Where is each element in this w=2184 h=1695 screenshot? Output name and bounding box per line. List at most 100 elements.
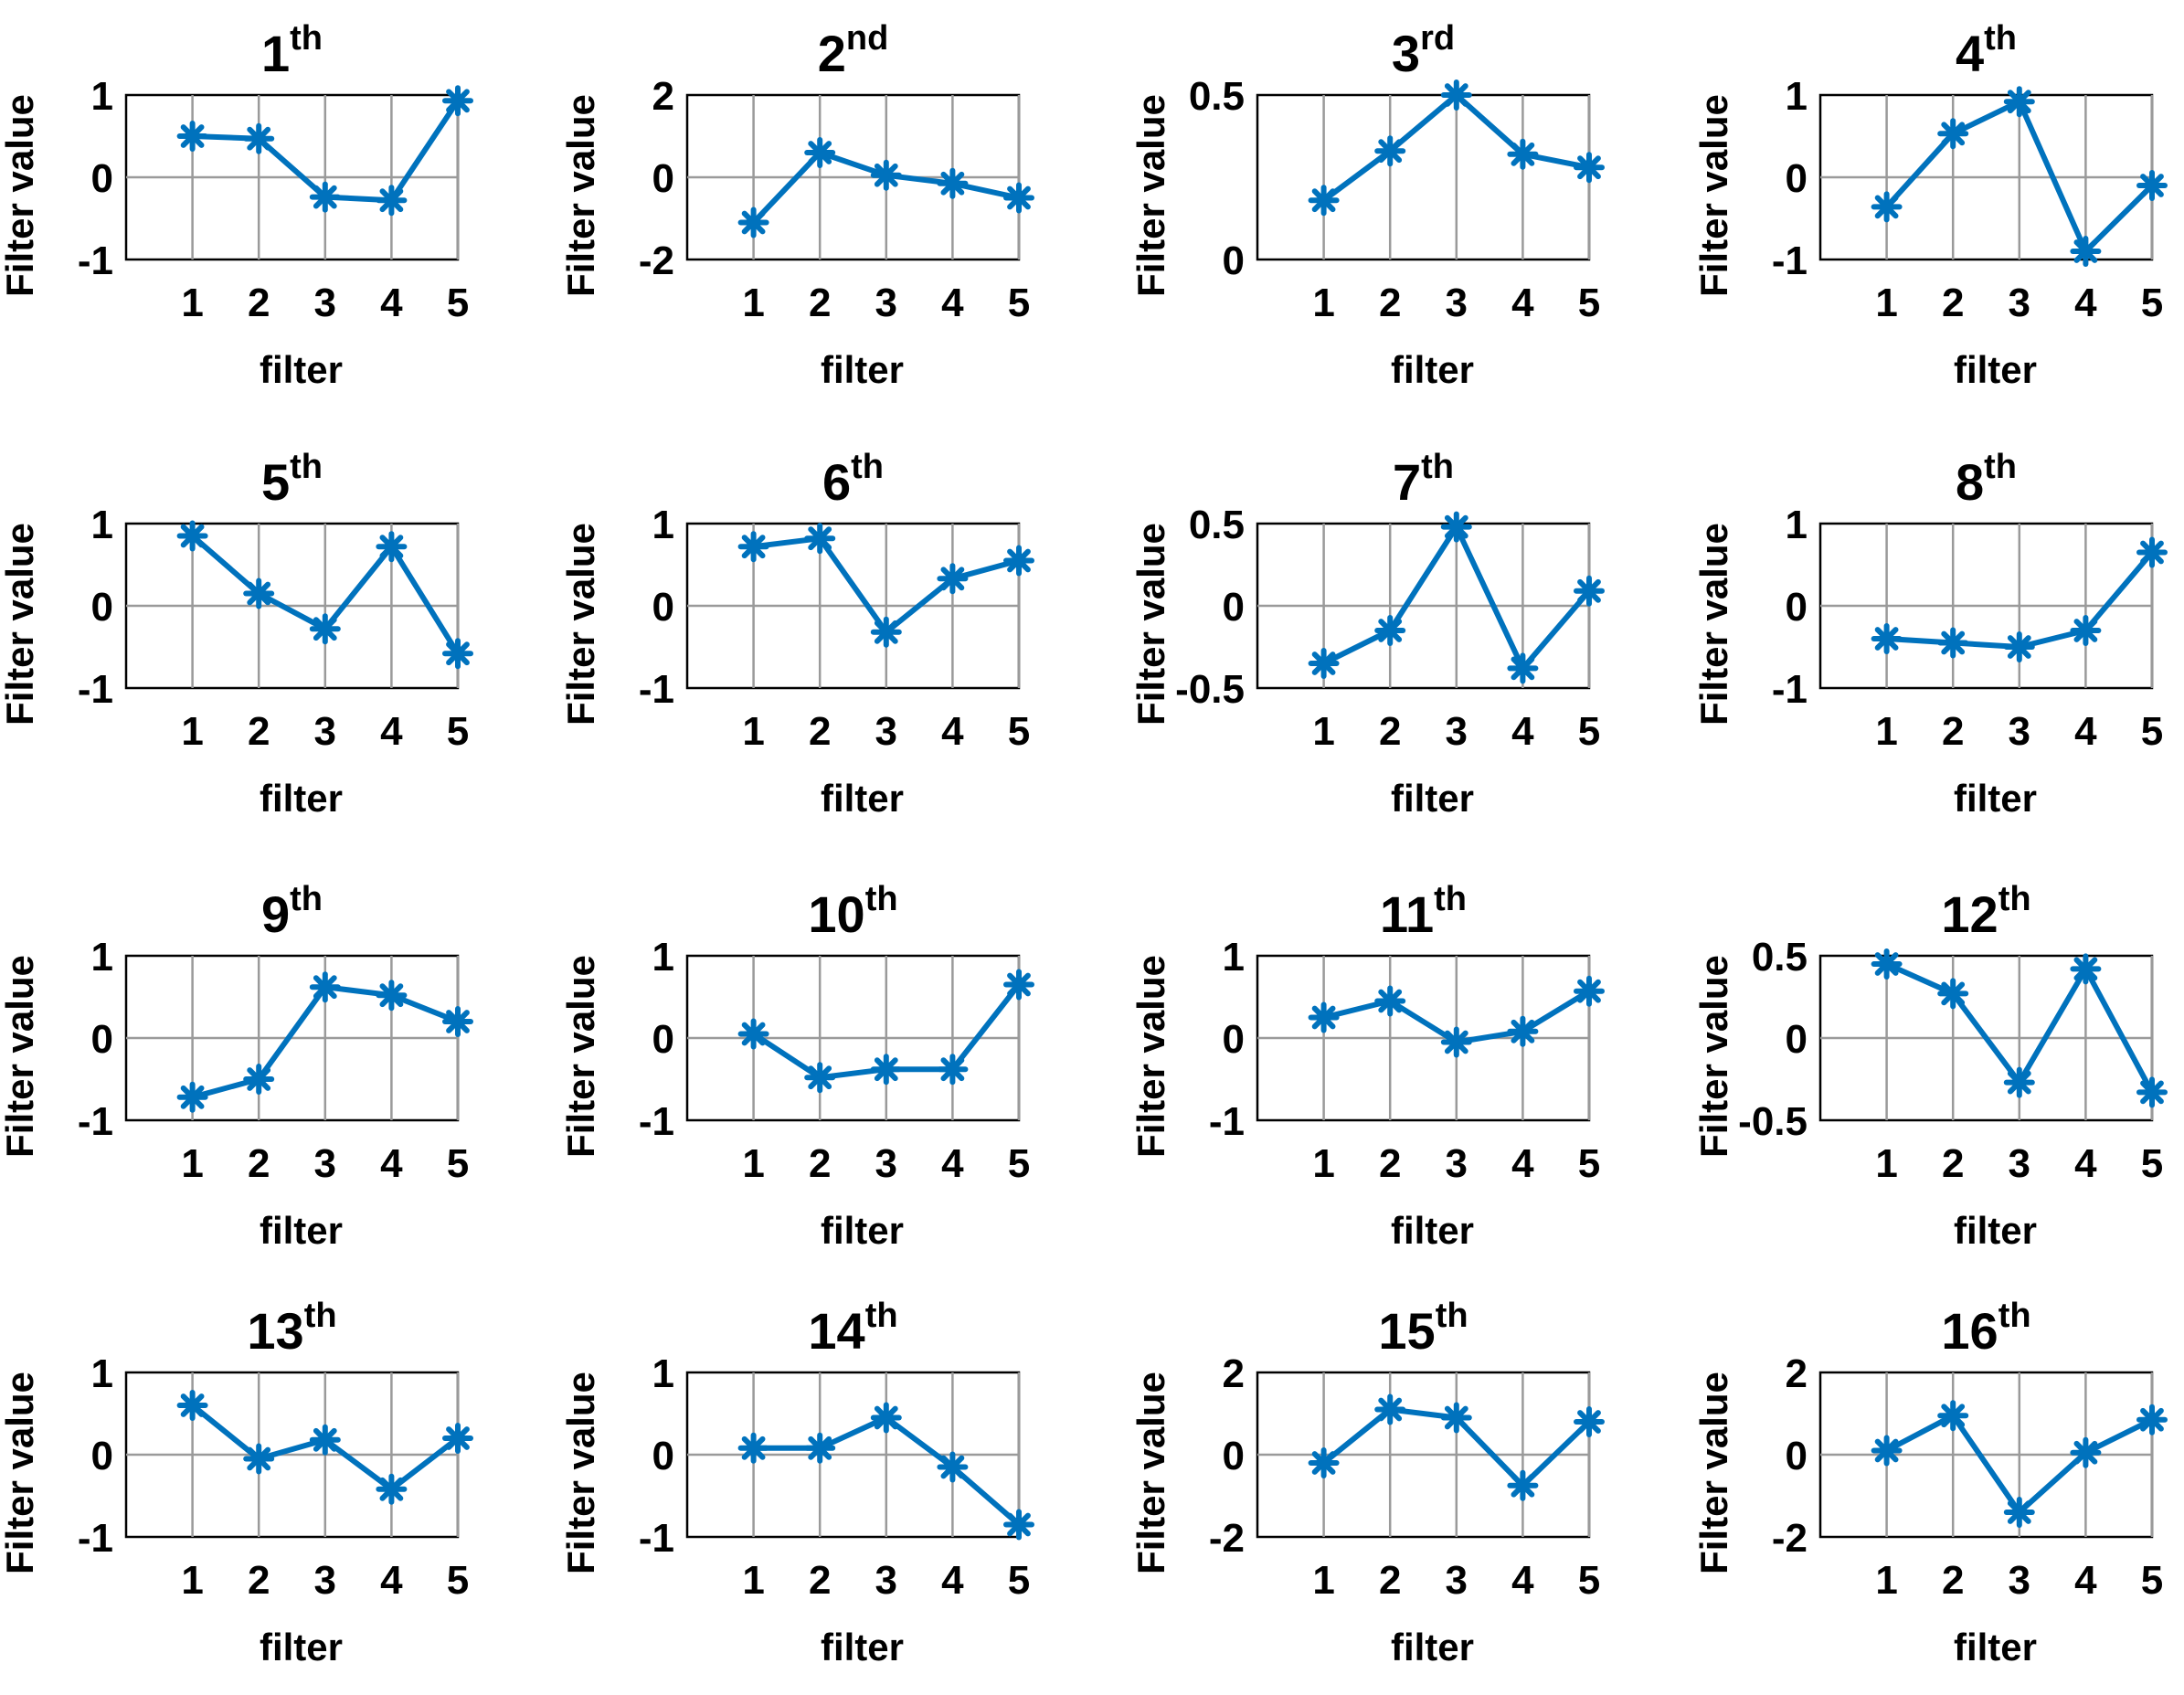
x-tick-label: 1 bbox=[1875, 709, 1897, 754]
x-tick-label: 2 bbox=[248, 1141, 270, 1186]
x-tick-label: 2 bbox=[1379, 1558, 1401, 1603]
y-tick-label: -1 bbox=[78, 1516, 113, 1561]
y-axis-label: Filter value bbox=[1692, 1372, 1735, 1574]
subplot-title-4: 4th bbox=[1956, 19, 2017, 82]
y-tick-label: 2 bbox=[1786, 1351, 1808, 1396]
x-tick-label: 4 bbox=[1511, 281, 1534, 325]
data-point bbox=[1308, 185, 1340, 217]
y-tick-label: 0 bbox=[1223, 585, 1245, 630]
x-tick-label: 2 bbox=[809, 281, 831, 325]
x-tick-label: 3 bbox=[875, 1141, 897, 1186]
data-point bbox=[1574, 152, 1605, 184]
x-axis-label: filter bbox=[260, 1209, 343, 1252]
y-axis-label: Filter value bbox=[0, 955, 41, 1158]
x-tick-label: 3 bbox=[875, 1558, 897, 1603]
x-tick-label: 5 bbox=[1578, 709, 1600, 754]
y-axis-label: Filter value bbox=[1129, 955, 1172, 1158]
title-suffix: th bbox=[851, 448, 884, 486]
x-tick-label: 4 bbox=[941, 281, 964, 325]
data-point bbox=[1574, 575, 1605, 607]
data-point bbox=[1507, 138, 1539, 170]
data-point bbox=[1003, 545, 1034, 577]
y-tick-label: 0 bbox=[652, 1434, 674, 1478]
data-point bbox=[1440, 511, 1472, 543]
data-point bbox=[2003, 86, 2035, 118]
x-tick-label: 3 bbox=[314, 1558, 336, 1603]
data-point bbox=[176, 1081, 208, 1113]
x-tick-label: 1 bbox=[742, 281, 764, 325]
x-axis-label: filter bbox=[1391, 1626, 1474, 1669]
x-tick-label: 1 bbox=[181, 709, 203, 754]
data-point bbox=[176, 1390, 208, 1421]
x-tick-label: 2 bbox=[809, 1141, 831, 1186]
y-tick-label: -1 bbox=[78, 667, 113, 712]
data-point bbox=[1937, 118, 1969, 150]
data-point bbox=[1374, 615, 1406, 646]
y-tick-label: 0.5 bbox=[1189, 74, 1245, 119]
title-number: 11 bbox=[1380, 885, 1434, 943]
x-tick-label: 4 bbox=[380, 281, 403, 325]
title-number: 4 bbox=[1956, 25, 1984, 82]
x-tick-label: 2 bbox=[1942, 281, 1964, 325]
title-number: 5 bbox=[261, 453, 290, 511]
subplot-title-8: 8th bbox=[1956, 448, 2017, 511]
x-tick-label: 2 bbox=[248, 1558, 270, 1603]
x-tick-label: 2 bbox=[248, 281, 270, 325]
data-point bbox=[1507, 1015, 1539, 1047]
data-point bbox=[1440, 79, 1472, 111]
x-tick-label: 5 bbox=[447, 709, 469, 754]
y-tick-label: 2 bbox=[652, 74, 674, 119]
y-tick-label: 0 bbox=[1223, 1434, 1245, 1478]
y-axis-label: Filter value bbox=[1692, 523, 1735, 726]
title-number: 13 bbox=[247, 1302, 303, 1360]
y-tick-label: 0 bbox=[1786, 1017, 1808, 1062]
title-suffix: th bbox=[290, 19, 323, 58]
x-tick-label: 5 bbox=[1578, 281, 1600, 325]
title-suffix: th bbox=[1984, 448, 2017, 486]
title-number: 12 bbox=[1941, 885, 1998, 943]
title-suffix: th bbox=[1998, 1297, 2031, 1335]
x-tick-label: 5 bbox=[1008, 1558, 1030, 1603]
title-suffix: rd bbox=[1420, 19, 1455, 58]
data-point bbox=[937, 167, 969, 199]
x-tick-label: 4 bbox=[941, 1141, 964, 1186]
x-tick-label: 3 bbox=[314, 281, 336, 325]
data-point bbox=[804, 523, 836, 555]
data-point bbox=[870, 616, 902, 648]
data-point bbox=[1374, 1393, 1406, 1425]
y-axis-label: Filter value bbox=[0, 1372, 41, 1574]
x-tick-label: 2 bbox=[1379, 709, 1401, 754]
data-point bbox=[1871, 191, 1903, 223]
x-axis-label: filter bbox=[260, 1626, 343, 1669]
title-suffix: th bbox=[304, 1297, 337, 1335]
x-tick-label: 5 bbox=[1578, 1141, 1600, 1186]
y-tick-label: 0 bbox=[91, 585, 113, 630]
x-tick-label: 3 bbox=[875, 281, 897, 325]
data-point bbox=[2070, 615, 2102, 646]
data-point bbox=[804, 1062, 836, 1094]
y-tick-label: 1 bbox=[1786, 503, 1808, 547]
data-point bbox=[2136, 536, 2168, 568]
y-tick-label: 1 bbox=[91, 503, 113, 547]
x-tick-label: 3 bbox=[2009, 1558, 2030, 1603]
data-point bbox=[737, 207, 769, 238]
y-axis-label: Filter value bbox=[559, 1372, 602, 1574]
data-point bbox=[1871, 948, 1903, 980]
data-point bbox=[870, 1402, 902, 1434]
y-tick-label: -2 bbox=[1772, 1516, 1808, 1561]
data-point bbox=[442, 1006, 473, 1037]
y-tick-label: -1 bbox=[1209, 1099, 1245, 1144]
data-point bbox=[1308, 648, 1340, 679]
x-tick-label: 1 bbox=[1312, 281, 1334, 325]
y-tick-label: 0 bbox=[652, 1017, 674, 1062]
x-tick-label: 4 bbox=[941, 1558, 964, 1603]
data-point bbox=[376, 980, 408, 1012]
y-tick-label: 0 bbox=[91, 1434, 113, 1478]
x-axis-label: filter bbox=[1954, 348, 2037, 391]
